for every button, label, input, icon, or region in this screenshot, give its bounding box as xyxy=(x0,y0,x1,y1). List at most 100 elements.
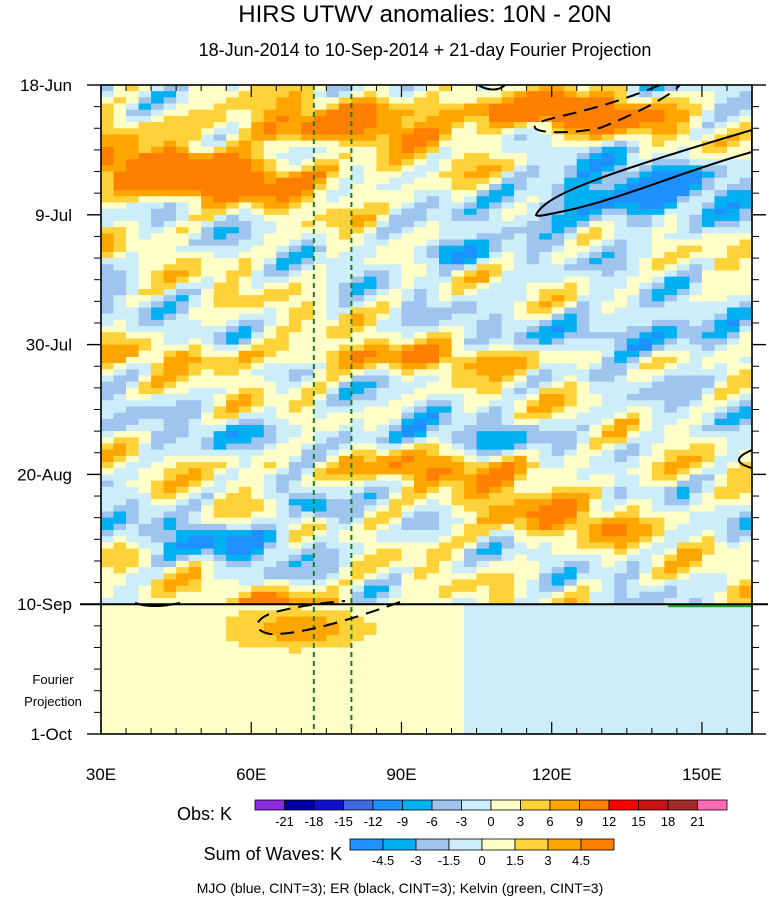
heat-cell xyxy=(576,567,590,574)
heat-cell xyxy=(276,542,290,550)
heat-cell xyxy=(213,542,227,550)
heat-cell xyxy=(413,109,428,117)
heat-cell xyxy=(564,288,578,296)
heat-cell xyxy=(451,202,465,210)
heat-cell xyxy=(664,183,678,191)
heat-cell xyxy=(514,474,528,482)
heat-cell xyxy=(413,400,428,408)
heat-cell xyxy=(263,208,277,216)
heat-cell xyxy=(651,424,665,432)
heat-cell xyxy=(651,307,665,315)
heat-cell xyxy=(614,394,628,401)
heat-cell xyxy=(101,672,115,679)
heat-cell xyxy=(313,696,327,704)
heat-cell xyxy=(651,696,665,704)
heat-cell xyxy=(614,684,628,692)
heat-cell xyxy=(201,202,215,210)
heat-cell xyxy=(551,295,565,302)
heat-cell xyxy=(564,165,578,173)
heat-cell xyxy=(451,326,465,333)
heat-cell xyxy=(501,344,515,352)
heat-cell xyxy=(176,653,190,661)
heat-cell xyxy=(489,369,503,377)
heat-cell xyxy=(376,486,390,494)
heat-cell xyxy=(426,288,440,296)
heat-cell xyxy=(138,666,152,673)
heat-cell xyxy=(489,604,503,611)
heat-cell xyxy=(476,511,490,519)
heat-cell xyxy=(401,598,415,605)
heat-cell xyxy=(388,468,403,475)
heat-cell xyxy=(176,437,190,445)
heat-cell xyxy=(163,115,177,123)
heat-cell xyxy=(639,560,653,568)
heat-cell xyxy=(439,122,453,129)
heat-cell xyxy=(288,560,302,568)
heat-cell xyxy=(276,140,290,148)
heat-cell xyxy=(138,598,152,605)
heat-cell xyxy=(388,245,403,253)
heat-cell xyxy=(526,369,540,377)
heat-cell xyxy=(376,208,390,216)
heat-cell xyxy=(476,363,490,370)
heat-cell xyxy=(601,591,615,599)
heat-cell xyxy=(163,462,177,469)
heat-cell xyxy=(551,672,565,679)
heat-cell xyxy=(439,579,453,587)
heat-cell xyxy=(589,548,603,556)
heat-cell xyxy=(188,369,202,377)
heat-cell xyxy=(601,585,615,593)
heat-cell xyxy=(439,134,453,142)
heat-cell xyxy=(651,443,665,451)
heat-cell xyxy=(439,319,453,327)
heat-cell xyxy=(376,585,390,593)
heat-cell xyxy=(413,647,428,655)
heat-cell xyxy=(501,647,515,655)
heat-cell xyxy=(201,492,215,500)
heat-cell xyxy=(576,165,590,173)
heat-cell xyxy=(188,85,202,92)
heat-cell xyxy=(176,406,190,414)
heat-cell xyxy=(526,208,540,216)
heat-cell xyxy=(326,505,340,513)
heat-cell xyxy=(226,375,240,383)
heat-cell xyxy=(188,276,202,284)
heat-cell xyxy=(676,536,690,543)
heat-cell xyxy=(539,703,553,710)
heat-cell xyxy=(564,208,578,216)
heat-cell xyxy=(426,505,440,513)
heat-cell xyxy=(288,375,302,383)
heat-cell xyxy=(288,356,302,364)
heat-cell xyxy=(451,190,465,197)
heat-cell xyxy=(263,412,277,420)
heat-cell xyxy=(564,326,578,333)
heat-cell xyxy=(589,313,603,321)
heat-cell xyxy=(313,400,327,408)
heat-cell xyxy=(388,264,403,272)
heat-cell xyxy=(639,727,653,734)
heat-cell xyxy=(664,109,678,117)
heat-cell xyxy=(376,499,390,506)
heat-cell xyxy=(664,641,678,649)
heat-cell xyxy=(589,159,603,166)
heat-cell xyxy=(676,474,690,482)
heat-cell xyxy=(651,159,665,166)
heat-cell xyxy=(351,715,365,723)
heat-cell xyxy=(514,437,528,445)
heat-cell xyxy=(501,301,515,309)
heat-cell xyxy=(664,338,678,346)
heat-cell xyxy=(451,344,465,352)
heat-cell xyxy=(564,672,578,679)
heat-cell xyxy=(489,548,503,556)
heat-cell xyxy=(451,295,465,302)
heat-cell xyxy=(263,573,277,581)
heat-cell xyxy=(664,122,678,129)
heat-cell xyxy=(326,437,340,445)
heat-cell xyxy=(514,159,528,166)
heat-cell xyxy=(238,239,252,247)
heat-cell xyxy=(639,288,653,296)
heat-cell xyxy=(664,492,678,500)
heat-cell xyxy=(639,579,653,587)
heat-cell xyxy=(501,443,515,451)
heat-cell xyxy=(313,727,327,734)
